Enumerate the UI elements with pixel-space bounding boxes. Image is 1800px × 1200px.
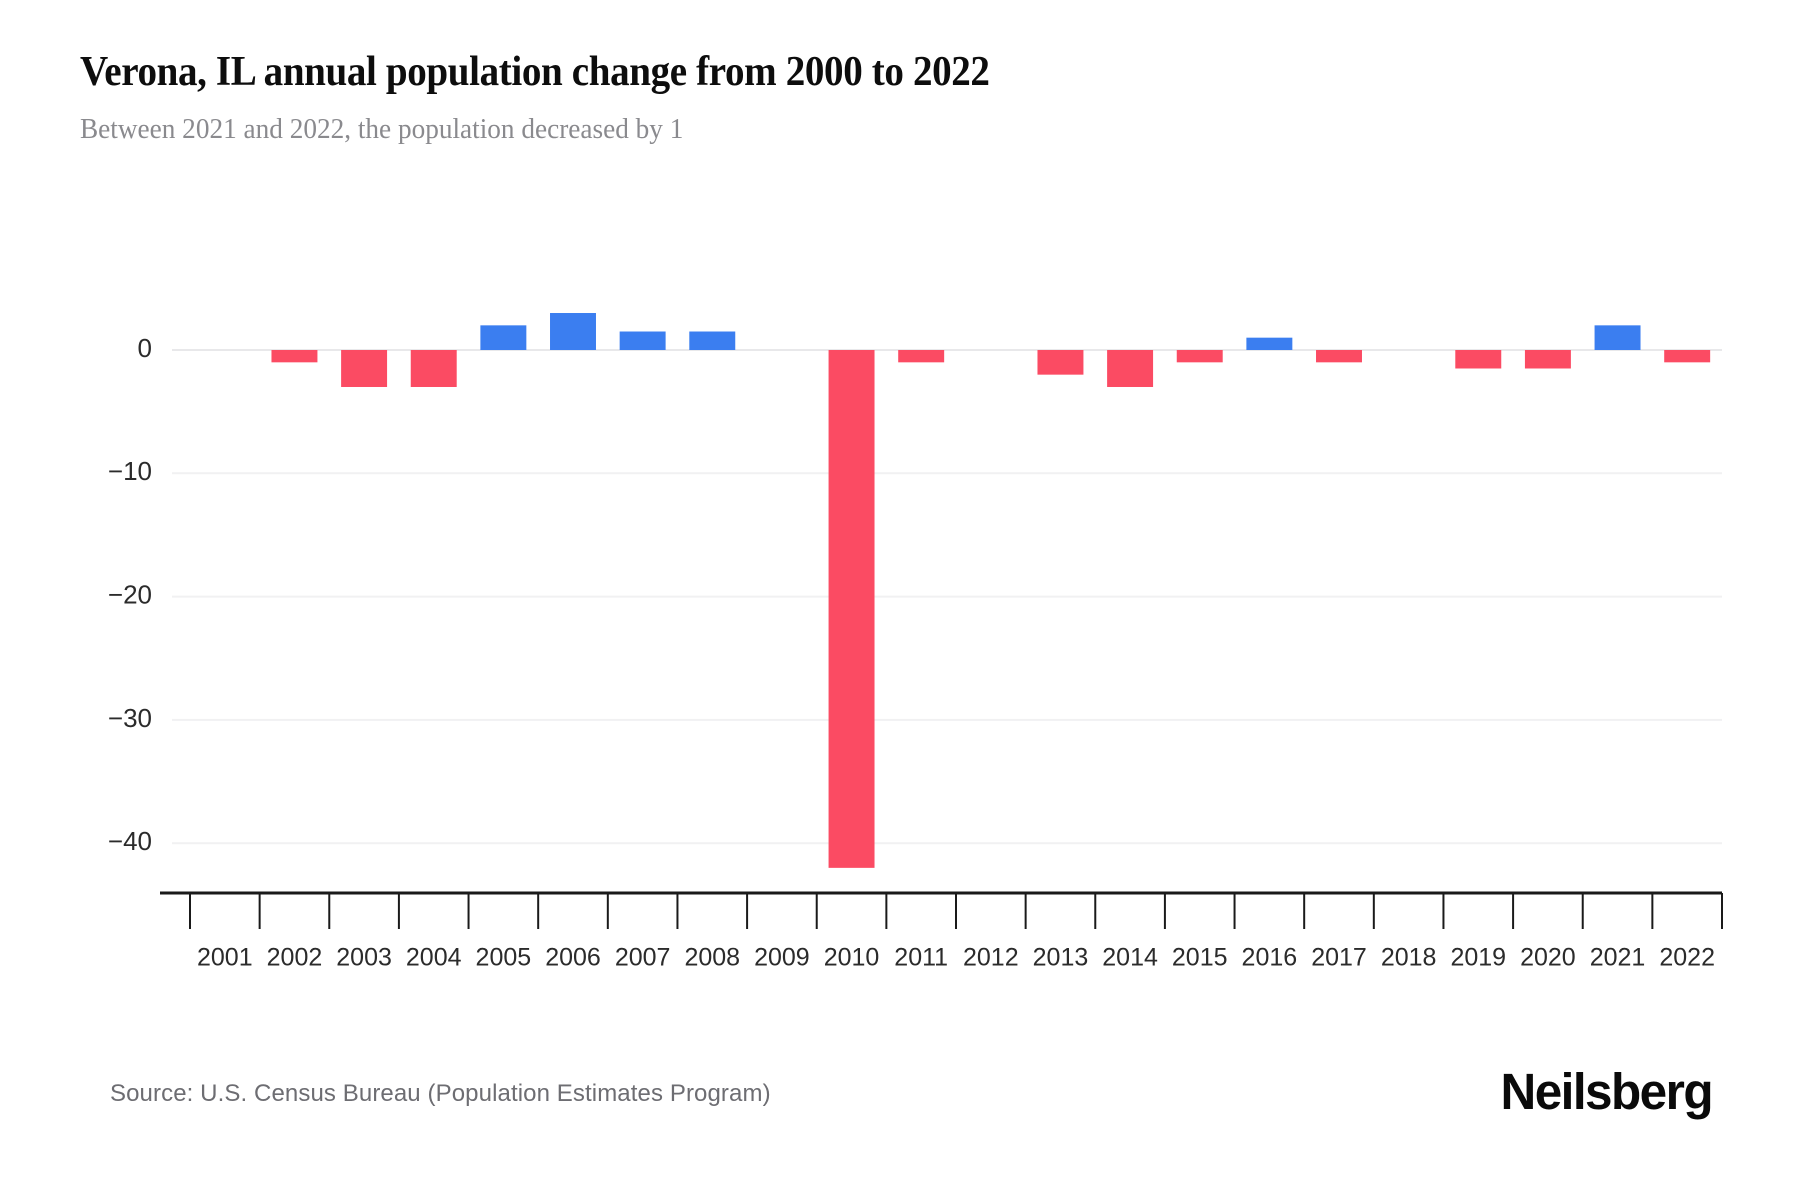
x-axis-tick-label: 2006 <box>545 944 601 972</box>
x-axis-tick-label: 2005 <box>476 944 532 972</box>
x-axis-tick-label: 2011 <box>894 944 948 972</box>
bar-2016[interactable] <box>1246 337 1293 350</box>
bar-2021[interactable] <box>1594 325 1641 350</box>
x-axis-tick-label: 2004 <box>406 944 462 972</box>
chart-subtitle: Between 2021 and 2022, the population de… <box>80 112 684 145</box>
x-axis-tick-label: 2002 <box>267 944 323 972</box>
x-axis-tick-label: 2003 <box>336 944 392 972</box>
bar-2014[interactable] <box>1107 350 1154 387</box>
x-axis-tick-label: 2016 <box>1242 944 1298 972</box>
x-axis-tick-label: 2012 <box>963 944 1019 972</box>
bar-2015[interactable] <box>1176 350 1223 363</box>
x-axis-tick-label: 2022 <box>1659 944 1715 972</box>
bar-2010[interactable] <box>828 350 875 868</box>
y-axis: 0 −10 −20 −30 −40 <box>108 333 152 856</box>
x-axis-tick-label: 2010 <box>824 944 880 972</box>
x-axis-tick-label: 2021 <box>1590 944 1646 972</box>
y-axis-tick-label: 0 <box>138 333 152 363</box>
x-axis-tick-label: 2015 <box>1172 944 1228 972</box>
x-axis-tick-label: 2001 <box>197 944 253 972</box>
y-axis-tick-label: −10 <box>108 456 152 486</box>
bar-2005[interactable] <box>480 325 527 350</box>
x-axis-tick-label: 2020 <box>1520 944 1576 972</box>
bars <box>271 313 1711 868</box>
bar-2019[interactable] <box>1455 350 1502 369</box>
x-axis-tick-label: 2008 <box>684 944 740 972</box>
x-axis-tick-label: 2014 <box>1102 944 1158 972</box>
bar-2017[interactable] <box>1316 350 1362 363</box>
chart-header: Verona, IL annual population change from… <box>80 48 1720 146</box>
gridlines <box>172 349 1722 845</box>
x-axis-tick-label: 2009 <box>754 944 810 972</box>
x-axis-tick-label: 2013 <box>1033 944 1089 972</box>
bar-2022[interactable] <box>1664 350 1711 363</box>
bar-2013[interactable] <box>1037 350 1084 375</box>
y-axis-tick-label: −40 <box>108 826 152 856</box>
bar-2008[interactable] <box>689 331 736 350</box>
bar-2002[interactable] <box>271 350 318 363</box>
x-axis: 2001 2002 2003 2004 2005 2006 2007 2008 2009 2010… <box>160 891 1723 972</box>
y-axis-tick-label: −30 <box>108 703 152 733</box>
bar-2020[interactable] <box>1524 350 1571 369</box>
bar-2006[interactable] <box>550 313 596 350</box>
source-caption: Source: U.S. Census Bureau (Population E… <box>110 1080 771 1107</box>
bar-2004[interactable] <box>410 350 457 387</box>
bar-2007[interactable] <box>619 331 666 350</box>
bar-2011[interactable] <box>898 350 945 363</box>
x-axis-tick-label: 2019 <box>1450 944 1506 972</box>
y-axis-tick-label: −20 <box>108 579 152 609</box>
neilsberg-logo: Neilsberg <box>1500 1063 1714 1120</box>
x-axis-tick-label: 2017 <box>1311 944 1367 972</box>
bar-2003[interactable] <box>341 350 388 387</box>
x-axis-tick-label: 2018 <box>1381 944 1437 972</box>
x-axis-tick-label: 2007 <box>615 944 671 972</box>
page-title: Verona, IL annual population change from… <box>80 49 990 95</box>
